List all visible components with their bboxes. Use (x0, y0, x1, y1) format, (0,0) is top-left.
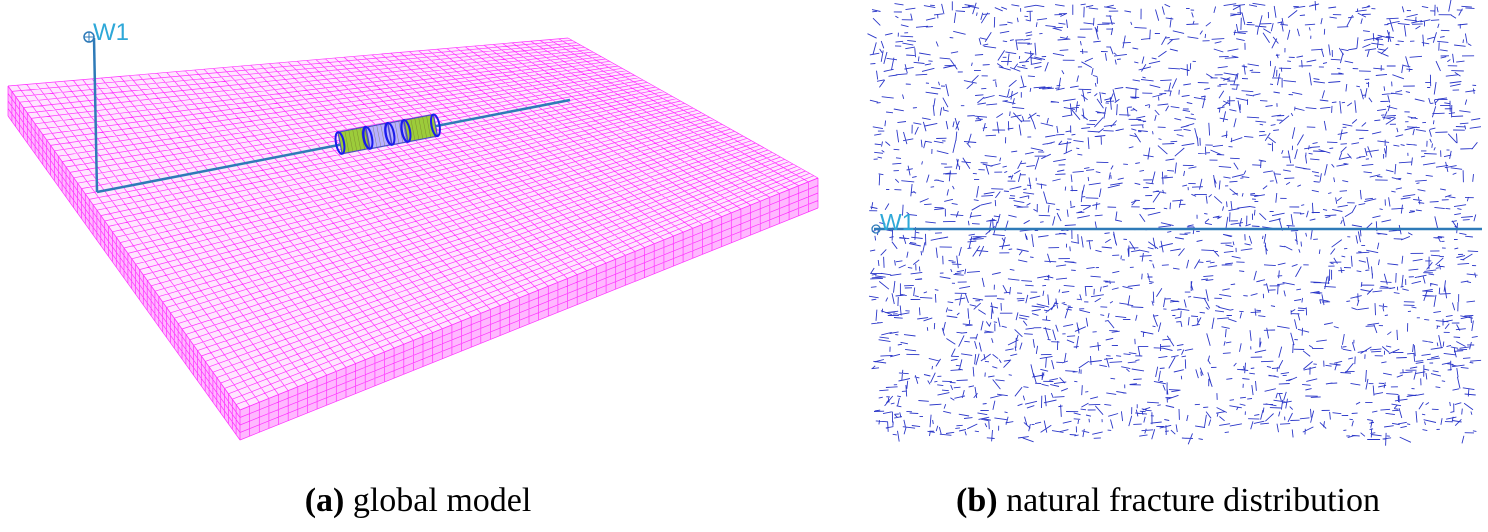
slab-side-gridlines (7, 85, 819, 441)
reservoir-grid-mesh (7, 37, 819, 441)
caption-tag-b: (b) (956, 482, 998, 519)
completion-segment (400, 113, 441, 143)
completion-segments (334, 113, 441, 155)
global-model-figure: W1 (7, 19, 819, 441)
well-trajectory: W1 (83, 19, 571, 194)
fracture-distribution-panel: W1 (866, 0, 1482, 448)
caption-tag-a: (a) (304, 482, 345, 519)
caption-fracture-distribution: (b) natural fracture distribution (956, 482, 1380, 520)
caption-text-a: global model (344, 482, 532, 519)
slab-top-gridlines (7, 37, 819, 411)
well-label-w1: W1 (93, 19, 129, 46)
well-label-w1: W1 (880, 209, 915, 235)
caption-global-model: (a) global model (305, 482, 532, 520)
well-horizontal-section (96, 98, 571, 194)
global-model-panel: W1 (0, 0, 830, 460)
fracture-strokes (867, 0, 1482, 446)
well-head-marker-icon (83, 31, 95, 43)
fracture-distribution-figure: W1 (867, 0, 1482, 446)
well-vertical-section (92, 37, 99, 193)
natural-fractures (867, 0, 1482, 446)
caption-text-b: natural fracture distribution (997, 482, 1380, 519)
well-head-marker-icon (871, 224, 881, 234)
